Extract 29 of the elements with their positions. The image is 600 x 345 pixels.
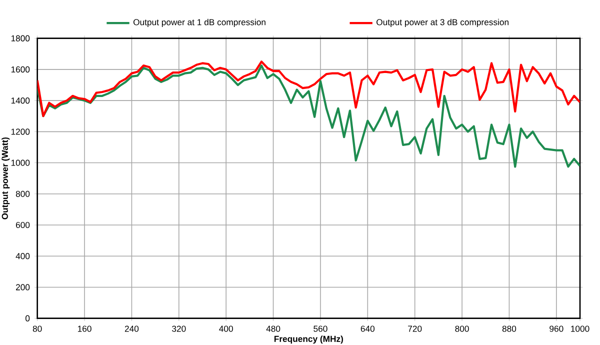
line-series — [37, 60, 580, 118]
y-tick-label: 1600 — [11, 66, 30, 72]
x-tick-label: 400 — [219, 326, 233, 332]
legend-label: Output power at 3 dB compression — [376, 18, 508, 27]
x-tick-label: 320 — [172, 326, 186, 332]
y-tick-label: 1800 — [11, 35, 30, 42]
y-tick-label: 1200 — [11, 128, 30, 135]
y-tick-label: 0 — [26, 315, 30, 322]
y-tick-label: 1000 — [11, 160, 30, 166]
x-axis-title: Frequency (MHz) — [274, 336, 343, 344]
x-tick-label: 640 — [360, 326, 375, 332]
y-tick-label: 400 — [16, 253, 30, 260]
x-tick-label: 80 — [32, 326, 42, 332]
x-tick-label: 960 — [550, 326, 564, 332]
x-tick-label: 1000 — [571, 326, 590, 332]
x-tick-label: 240 — [124, 326, 139, 332]
x-tick-label: 480 — [266, 326, 280, 332]
y-tick-label: 200 — [16, 284, 30, 290]
x-tick-label: 560 — [314, 326, 328, 332]
y-tick-label: 1400 — [11, 98, 30, 104]
x-tick-label: 160 — [78, 326, 92, 332]
x-tick-label: 800 — [455, 326, 469, 332]
x-tick-label: 720 — [408, 326, 422, 332]
y-tick-label: 600 — [16, 222, 30, 228]
x-tick-label: 880 — [502, 326, 516, 332]
legend-label: Output power at 1 dB compression — [133, 18, 266, 27]
y-tick-label: 800 — [16, 190, 30, 197]
line-series — [37, 64, 580, 168]
y-axis-title: Output power (Watt) — [2, 137, 10, 220]
